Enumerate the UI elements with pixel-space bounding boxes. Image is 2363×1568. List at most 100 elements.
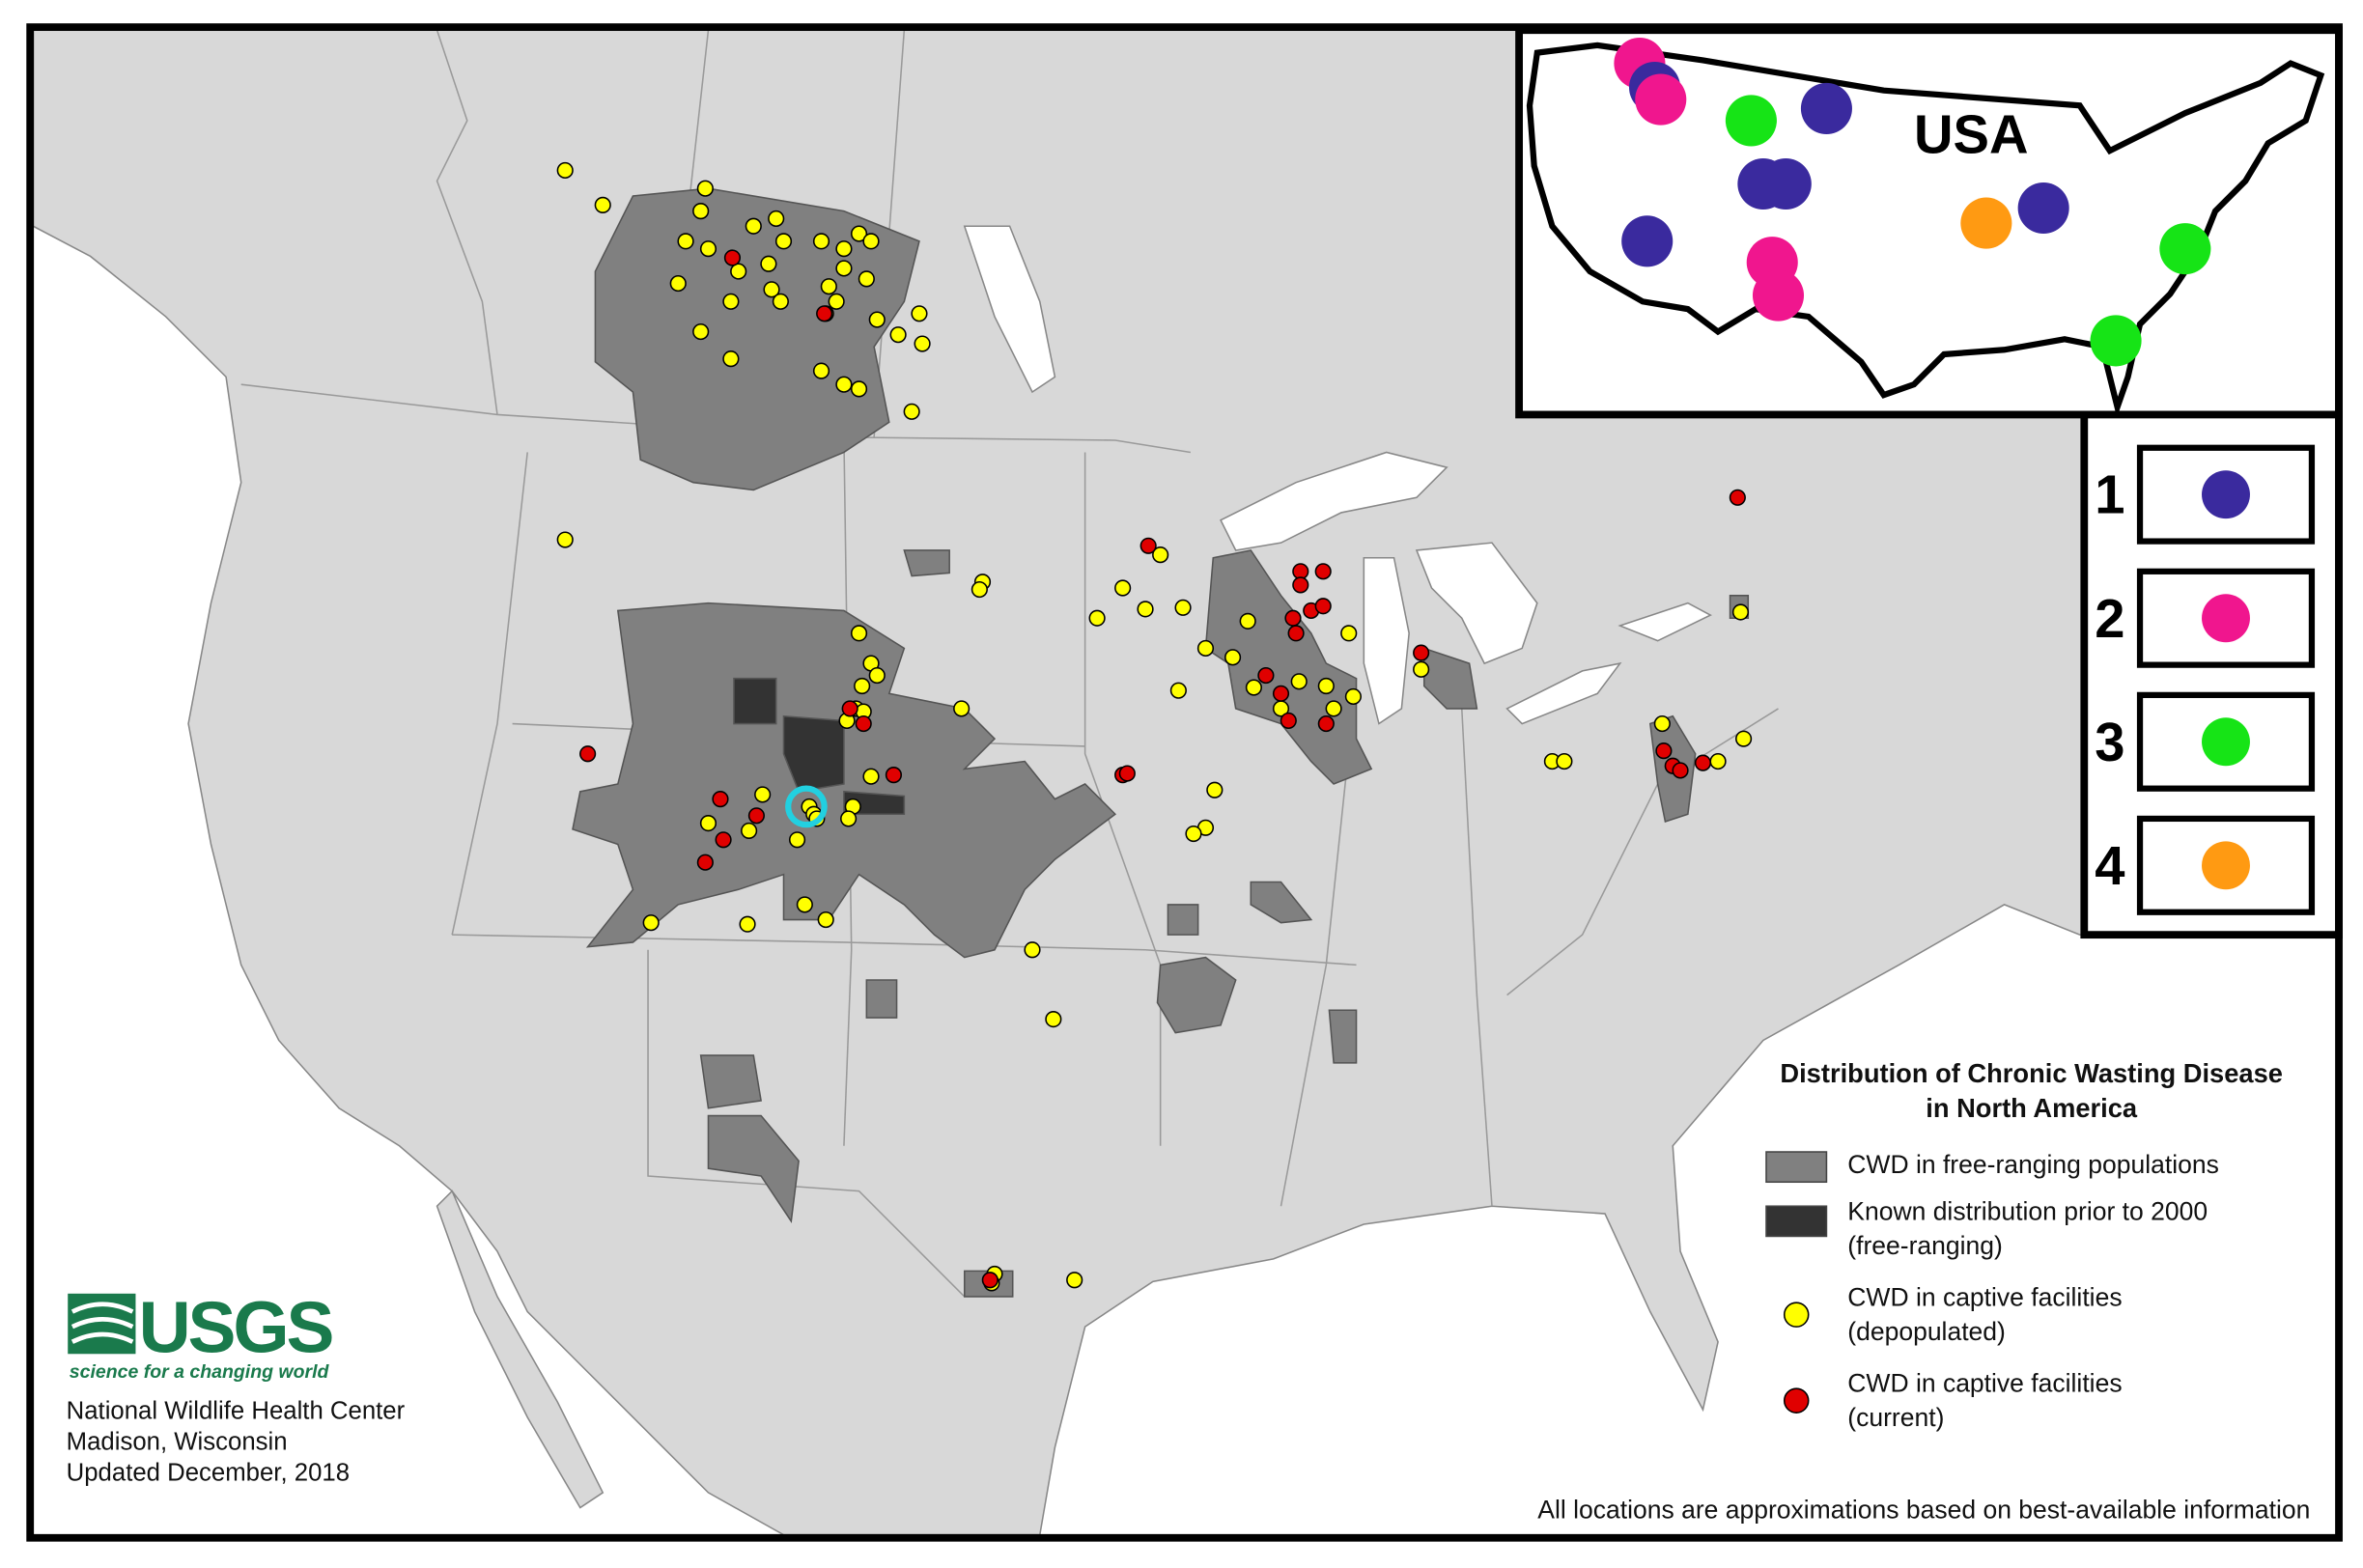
legend-swatch <box>1765 1205 1828 1238</box>
depopulated-facility <box>835 376 853 393</box>
legend-label: (free-ranging) <box>1847 1231 2003 1260</box>
key-number: 4 <box>2095 835 2124 896</box>
free-ranging-area <box>903 549 950 577</box>
depopulated-facility <box>772 293 789 310</box>
depopulated-facility <box>1735 730 1753 747</box>
depopulated-facility <box>692 322 710 341</box>
legend-title: in North America <box>1926 1093 2138 1123</box>
border-line <box>451 452 528 936</box>
lake-superior <box>1220 451 1449 551</box>
depopulated-facility <box>812 362 830 379</box>
depopulated-facility <box>850 625 868 642</box>
depopulated-facility <box>1088 609 1106 627</box>
depopulated-facility <box>763 281 780 298</box>
border-line <box>843 436 853 1146</box>
current-facility <box>1139 537 1157 554</box>
legend-title: Distribution of Chronic Wasting Disease <box>1780 1058 2283 1088</box>
depopulated-facility <box>1245 679 1262 696</box>
current-facility <box>816 305 833 322</box>
inset-marker <box>1759 157 1812 210</box>
current-facility <box>696 854 714 871</box>
current-facility <box>1314 563 1332 580</box>
depopulated-facility <box>741 822 758 839</box>
free-ranging-area <box>1328 1009 1358 1064</box>
outer-frame <box>26 23 2343 1542</box>
depopulated-facility <box>642 914 660 932</box>
depopulated-facility <box>696 180 714 197</box>
current-facility <box>981 1272 999 1289</box>
depopulated-facility <box>699 815 717 832</box>
current-facility <box>1287 625 1305 642</box>
legend-label: CWD in captive facilities <box>1847 1282 2122 1311</box>
current-facility <box>1413 644 1430 661</box>
depopulated-facility <box>699 240 717 258</box>
depopulated-facility <box>1556 752 1573 770</box>
pre-2000-area <box>733 677 777 725</box>
depopulated-facility <box>1340 625 1358 642</box>
depopulated-facility <box>854 677 871 695</box>
depopulated-facility <box>971 580 988 599</box>
border-line <box>436 29 498 415</box>
current-facility <box>1694 754 1712 771</box>
depopulated-facility <box>754 786 772 803</box>
current-facility <box>712 791 729 808</box>
current-facility <box>1655 742 1673 760</box>
lake-erie <box>1505 661 1622 725</box>
current-facility <box>1257 666 1275 685</box>
depopulated-facility <box>730 263 747 280</box>
inset-marker <box>1635 73 1687 126</box>
key-box <box>2136 444 2316 545</box>
inset-label: USA <box>1914 103 2029 164</box>
inset-marker <box>1800 82 1852 134</box>
depopulated-facility <box>1709 752 1727 770</box>
free-ranging-area <box>707 1114 800 1224</box>
legend-label: (current) <box>1847 1403 1944 1432</box>
baja <box>436 1190 605 1509</box>
key-number: 1 <box>2095 464 2124 525</box>
depopulated-facility <box>1224 649 1242 666</box>
current-facility <box>1284 609 1302 627</box>
depopulated-facility <box>745 217 762 235</box>
current-facility <box>1292 576 1309 594</box>
captive-facilities <box>556 161 1753 1292</box>
depopulated-facility <box>1196 639 1215 658</box>
key-swatch <box>2202 470 2250 519</box>
inset-key: 1 2 3 4 <box>2095 444 2316 915</box>
inset-marker <box>2090 315 2142 367</box>
logo: USGS science for a changing world <box>68 1287 336 1383</box>
border-line <box>1083 452 1162 1146</box>
depopulated-facility <box>1653 714 1671 733</box>
legend: Distribution of Chronic Wasting Disease i… <box>1765 1058 2283 1432</box>
depopulated-facility <box>1174 599 1192 616</box>
depopulated-facility <box>1169 682 1187 699</box>
current-facility <box>1729 489 1746 506</box>
inset-markers <box>1614 38 2211 367</box>
usa-outline <box>1526 42 2325 418</box>
depopulated-facility <box>914 335 931 352</box>
inset-marker <box>1752 269 1805 322</box>
lake-michigan <box>1363 556 1410 725</box>
depopulated-facility <box>1024 941 1041 959</box>
depopulated-facility <box>1066 1272 1083 1289</box>
depopulated-facility <box>1731 603 1750 621</box>
free-ranging-area <box>1250 881 1313 924</box>
inset-marker <box>1621 215 1674 267</box>
footnote: All locations are approximations based o… <box>1537 1495 2310 1524</box>
depopulated-facility <box>868 666 886 685</box>
depopulated-facility <box>862 768 880 785</box>
current-facility <box>747 807 765 825</box>
credits: National Wildlife Health Center Madison, … <box>67 1397 406 1486</box>
depopulated-facility <box>1045 1011 1062 1028</box>
free-ranging-area <box>1167 904 1199 936</box>
credit-line: Updated December, 2018 <box>67 1459 350 1486</box>
depopulated-facility <box>796 896 813 913</box>
inset-marker <box>2159 223 2211 275</box>
depopulated-facility <box>1185 825 1202 843</box>
depopulated-facility <box>788 831 806 849</box>
depopulated-facility <box>1344 687 1362 706</box>
highlight-ring <box>785 785 828 828</box>
legend-swatch <box>1783 1387 1810 1414</box>
depopulated-facility <box>889 326 907 344</box>
inset-marker <box>1960 197 2012 249</box>
